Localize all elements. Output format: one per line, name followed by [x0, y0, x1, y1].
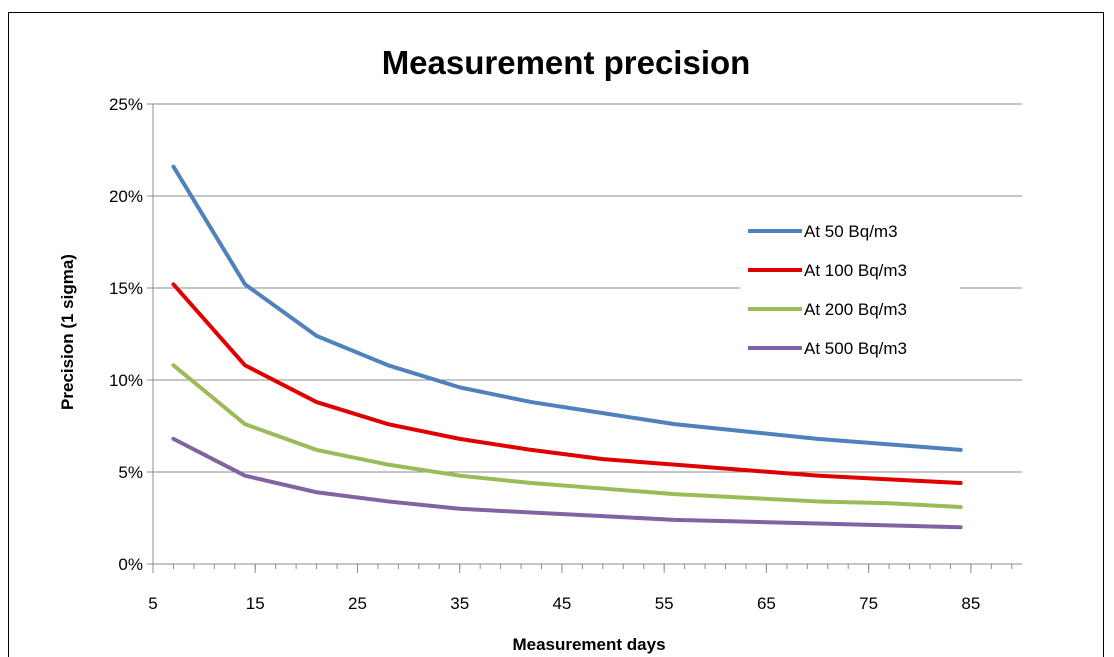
x-tick-label: 35: [450, 594, 469, 613]
legend-label: At 200 Bq/m3: [804, 300, 907, 319]
x-tick-label: 85: [961, 594, 980, 613]
series-line-2: [171, 282, 963, 486]
y-axis-title: Precision (1 sigma): [58, 254, 77, 410]
legend-label: At 50 Bq/m3: [804, 222, 898, 241]
x-tick-label: 65: [757, 594, 776, 613]
series-line-4: [171, 436, 963, 530]
x-tick-label: 55: [655, 594, 674, 613]
y-tick-label: 15%: [109, 279, 143, 298]
legend-label: At 500 Bq/m3: [804, 339, 907, 358]
x-tick-label: 75: [859, 594, 878, 613]
x-tick-label: 45: [552, 594, 571, 613]
grid: [153, 103, 1022, 473]
x-tick-label: 5: [148, 594, 157, 613]
chart-title: Measurement precision: [382, 44, 751, 81]
x-tick-label: 25: [348, 594, 367, 613]
legend-label: At 100 Bq/m3: [804, 261, 907, 280]
x-axis-title: Measurement days: [512, 635, 665, 654]
series-line-3: [171, 363, 963, 509]
axes: 0% 5% 10% 15% 20% 25% 5 15 25 35 45 55 65 75 85: [109, 95, 1022, 613]
legend: At 50 Bq/m3 At 100 Bq/m3 At 200 Bq/m3 At 50…: [740, 213, 960, 375]
y-tick-label: 10%: [109, 371, 143, 390]
y-tick-label: 0%: [118, 555, 143, 574]
x-tick-label: 15: [246, 594, 265, 613]
y-tick-label: 5%: [118, 463, 143, 482]
y-tick-label: 25%: [109, 95, 143, 114]
y-tick-label: 20%: [109, 187, 143, 206]
series-lines: [171, 164, 963, 530]
series-line-1: [171, 164, 963, 452]
